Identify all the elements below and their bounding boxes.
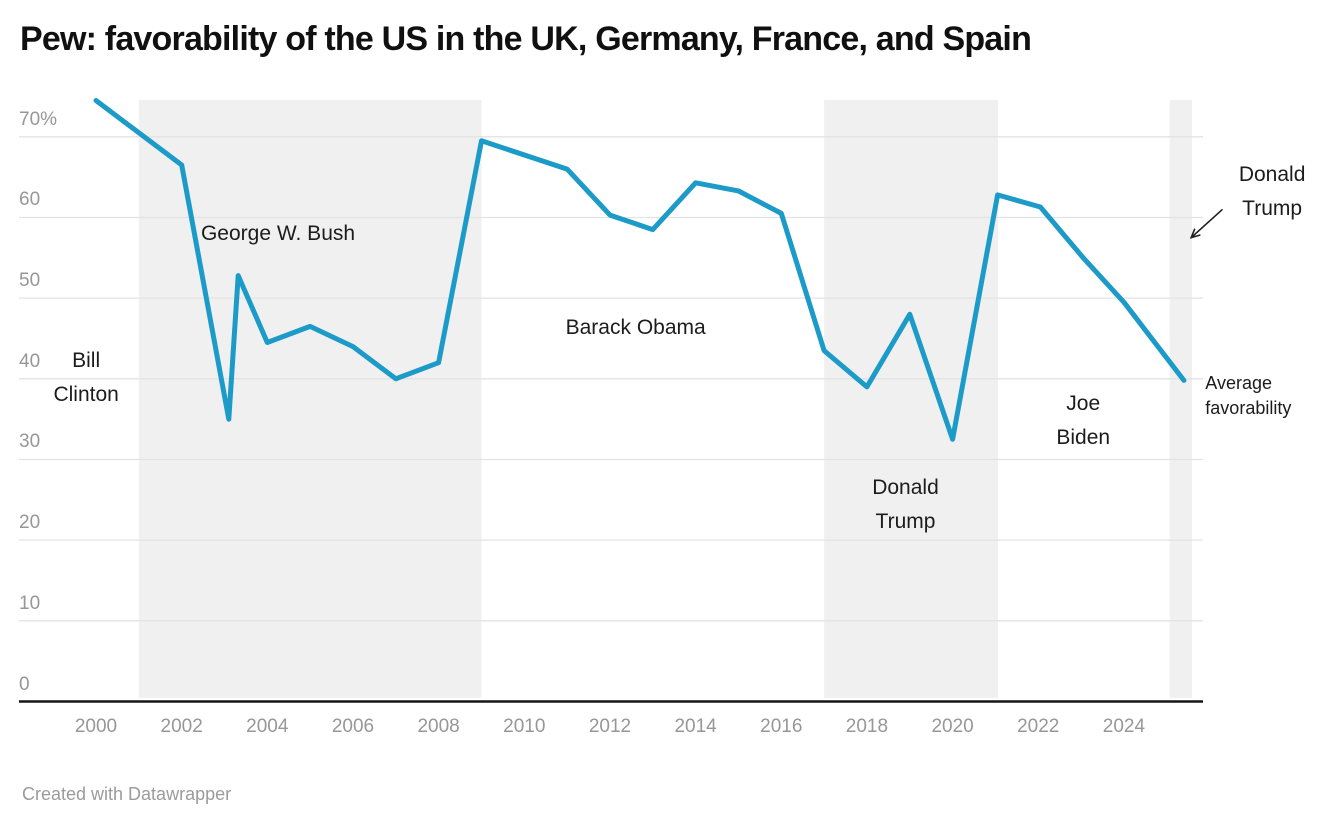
x-axis-label-2018: 2018 (845, 716, 889, 737)
annotation-donald-trump-2: Donald Trump (1239, 158, 1306, 226)
annotation-joe-biden: Joe Biden (1056, 387, 1110, 455)
y-axis-label-40: 40 (19, 350, 41, 372)
annotation-bill-clinton: Bill Clinton (53, 344, 118, 412)
x-axis-label-2020: 2020 (931, 716, 974, 737)
annotation-arrow (1189, 209, 1223, 239)
y-axis-label-60: 60 (19, 189, 41, 211)
annotation-george-w-bush: George W. Bush (201, 217, 355, 251)
y-axis-label-0: 0 (19, 673, 30, 695)
annotation-line: Donald (1238, 162, 1306, 186)
annotation-line: Biden (1056, 425, 1111, 449)
y-axis-label-50: 50 (19, 270, 41, 292)
x-axis-label-2010: 2010 (503, 716, 546, 737)
x-axis-label-2004: 2004 (246, 716, 289, 737)
annotation-line: Clinton (53, 383, 119, 406)
annotation-barack-obama: Barack Obama (566, 311, 706, 345)
x-axis-label-2000: 2000 (74, 716, 118, 737)
annotation-donald-trump-1: Donald Trump (872, 471, 939, 539)
x-axis-label-2012: 2012 (588, 716, 632, 737)
x-axis-label-2006: 2006 (331, 716, 375, 737)
y-axis-label-10: 10 (19, 592, 41, 614)
favorability-line (93, 98, 1187, 442)
annotation-line: Donald (872, 475, 939, 499)
datawrapper-credit: Created with Datawrapper (22, 784, 232, 804)
era-band-donald-trump-term-1 (824, 100, 998, 698)
x-axis-label-2024: 2024 (1102, 716, 1146, 737)
y-axis-label-70: 70% (19, 108, 58, 130)
x-axis-label-2008: 2008 (417, 716, 460, 737)
y-axis-label-30: 30 (19, 431, 41, 453)
annotation-line: Average (1205, 372, 1273, 393)
y-axis-label-20: 20 (19, 512, 41, 534)
annotation-line: Bill (72, 349, 101, 372)
x-axis-label-2014: 2014 (674, 716, 717, 737)
annotation-line: Trump (875, 509, 936, 533)
chart-title: Pew: favorability of the US in the UK, G… (20, 20, 1032, 58)
era-band-george-w-bush-term (138, 100, 482, 698)
x-axis-label-2016: 2016 (760, 716, 803, 737)
annotation-line: Barack Obama (565, 315, 706, 339)
annotation-line: George W. Bush (200, 222, 356, 246)
x-axis-label-2002: 2002 (160, 716, 203, 737)
annotation-line: favorability (1205, 397, 1292, 418)
annotation-line: Trump (1242, 196, 1303, 220)
x-axis-label-2022: 2022 (1017, 716, 1060, 737)
era-band-donald-trump-term-2 (1169, 100, 1193, 698)
annotation-average-favorability: Average favorability (1205, 371, 1291, 421)
annotation-line: Joe (1066, 391, 1101, 415)
